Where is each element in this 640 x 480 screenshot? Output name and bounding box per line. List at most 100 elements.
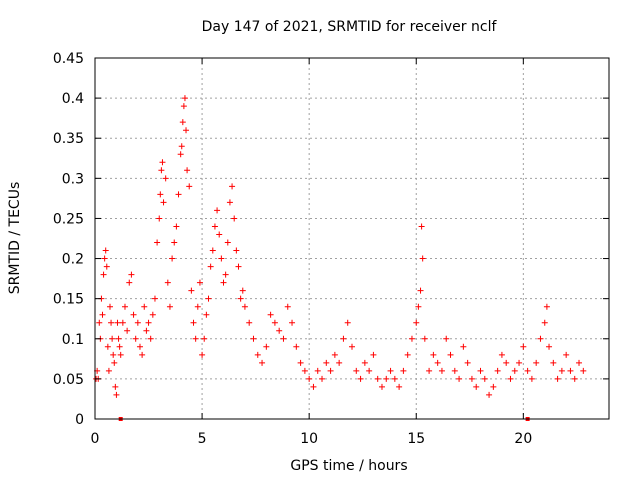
data-point <box>447 351 454 358</box>
data-point <box>357 375 364 382</box>
data-point <box>99 311 106 318</box>
data-point <box>224 239 231 246</box>
data-point <box>250 335 257 342</box>
data-point <box>166 303 173 310</box>
data-point <box>188 287 195 294</box>
data-point <box>104 343 111 350</box>
data-points <box>93 95 587 421</box>
data-point <box>147 335 154 342</box>
x-tick-label: 15 <box>407 431 425 447</box>
data-point <box>100 271 107 278</box>
grid-lines <box>95 58 609 419</box>
data-point <box>183 127 190 134</box>
data-point <box>473 383 480 390</box>
x-tick-label: 10 <box>300 431 318 447</box>
data-point <box>327 367 334 374</box>
data-point <box>507 375 514 382</box>
data-point <box>190 319 197 326</box>
data-point <box>177 151 184 158</box>
data-point <box>96 319 103 326</box>
data-point <box>468 375 475 382</box>
data-point <box>306 375 313 382</box>
data-point <box>175 191 182 198</box>
data-point <box>126 279 133 286</box>
data-point <box>237 295 244 302</box>
data-point <box>112 383 119 390</box>
data-point <box>218 255 225 262</box>
y-tick-label: 0.05 <box>53 372 84 388</box>
data-point <box>113 391 120 398</box>
data-point <box>498 351 505 358</box>
data-point <box>408 335 415 342</box>
data-point <box>171 239 178 246</box>
y-axis-ticks: 0 0.05 0.1 0.15 0.2 0.25 0.3 0.35 0.4 0.45 <box>53 51 609 428</box>
data-point <box>239 287 246 294</box>
data-point <box>580 367 587 374</box>
data-point <box>178 143 185 150</box>
data-point <box>114 319 121 326</box>
data-point <box>567 367 574 374</box>
data-point <box>336 359 343 366</box>
data-point <box>426 367 433 374</box>
data-point <box>571 375 578 382</box>
data-point <box>297 359 304 366</box>
data-point <box>199 351 206 358</box>
data-point <box>128 271 135 278</box>
data-point <box>196 279 203 286</box>
data-point <box>331 351 338 358</box>
data-point <box>105 367 112 374</box>
data-point <box>136 343 143 350</box>
data-point <box>387 367 394 374</box>
data-point <box>158 167 165 174</box>
data-point <box>124 327 131 334</box>
data-point <box>284 303 291 310</box>
x-tick-label: 5 <box>198 431 207 447</box>
data-point <box>103 263 110 270</box>
data-point <box>430 351 437 358</box>
data-point <box>413 319 420 326</box>
data-point <box>378 383 385 390</box>
data-point <box>173 223 180 230</box>
x-axis-label: GPS time / hours <box>290 458 407 474</box>
data-point <box>145 319 152 326</box>
data-point <box>184 167 191 174</box>
data-point <box>211 223 218 230</box>
data-point <box>220 279 227 286</box>
data-point <box>460 343 467 350</box>
data-point <box>383 375 390 382</box>
y-tick-label: 0.35 <box>53 131 84 147</box>
data-point <box>143 327 150 334</box>
data-point <box>214 207 221 214</box>
data-point <box>207 263 214 270</box>
data-point <box>323 359 330 366</box>
data-point <box>558 367 565 374</box>
data-point <box>481 375 488 382</box>
data-point <box>159 159 166 166</box>
data-point <box>537 335 544 342</box>
data-point <box>543 303 550 310</box>
data-point <box>109 335 116 342</box>
data-point <box>205 295 212 302</box>
chart-title: Day 147 of 2021, SRMTID for receiver ncl… <box>202 19 498 35</box>
data-point <box>222 271 229 278</box>
data-point <box>130 311 137 318</box>
data-point <box>164 279 171 286</box>
data-point <box>267 311 274 318</box>
y-tick-label: 0.45 <box>53 51 84 67</box>
data-point <box>151 295 158 302</box>
data-point <box>361 359 368 366</box>
data-point <box>132 335 139 342</box>
data-point <box>226 199 233 206</box>
data-point <box>494 367 501 374</box>
data-point <box>203 311 210 318</box>
data-point <box>192 335 199 342</box>
data-point <box>503 359 510 366</box>
x-tick-label: 0 <box>91 431 100 447</box>
data-point <box>289 319 296 326</box>
data-point <box>546 343 553 350</box>
y-tick-label: 0 <box>75 412 84 428</box>
data-point <box>400 367 407 374</box>
data-point <box>141 303 148 310</box>
data-point <box>209 247 216 254</box>
data-point <box>181 95 188 102</box>
